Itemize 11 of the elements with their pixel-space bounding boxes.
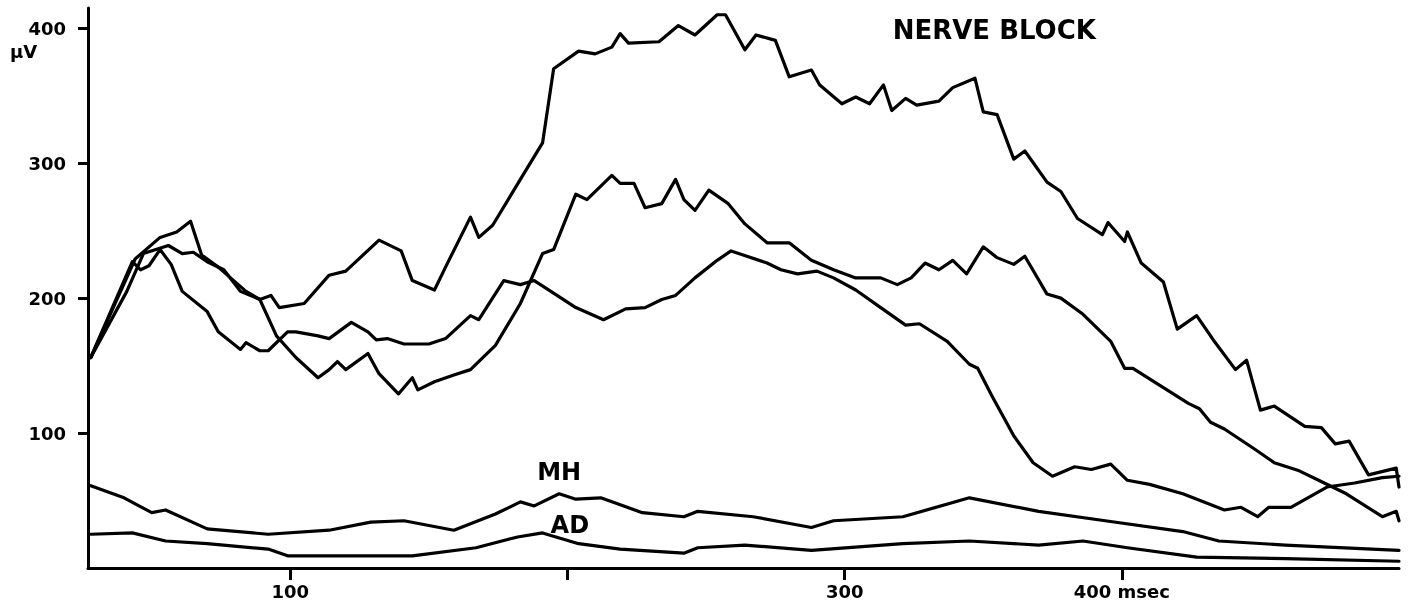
chart-title: NERVE BLOCK [892, 15, 1097, 45]
x-tick-label: 100 [271, 580, 310, 602]
y-tick-label: 100 [28, 422, 66, 444]
y-tick-label: 400 [28, 17, 66, 39]
series-label: AD [550, 510, 590, 539]
series-label: MH [537, 457, 582, 486]
y-axis-title: µV [10, 40, 38, 62]
y-tick-label: 300 [28, 152, 66, 174]
y-tick-label: 200 [28, 287, 66, 309]
x-tick-label: 300 [825, 580, 864, 602]
x-tick-label: 400 msec [1073, 580, 1170, 602]
